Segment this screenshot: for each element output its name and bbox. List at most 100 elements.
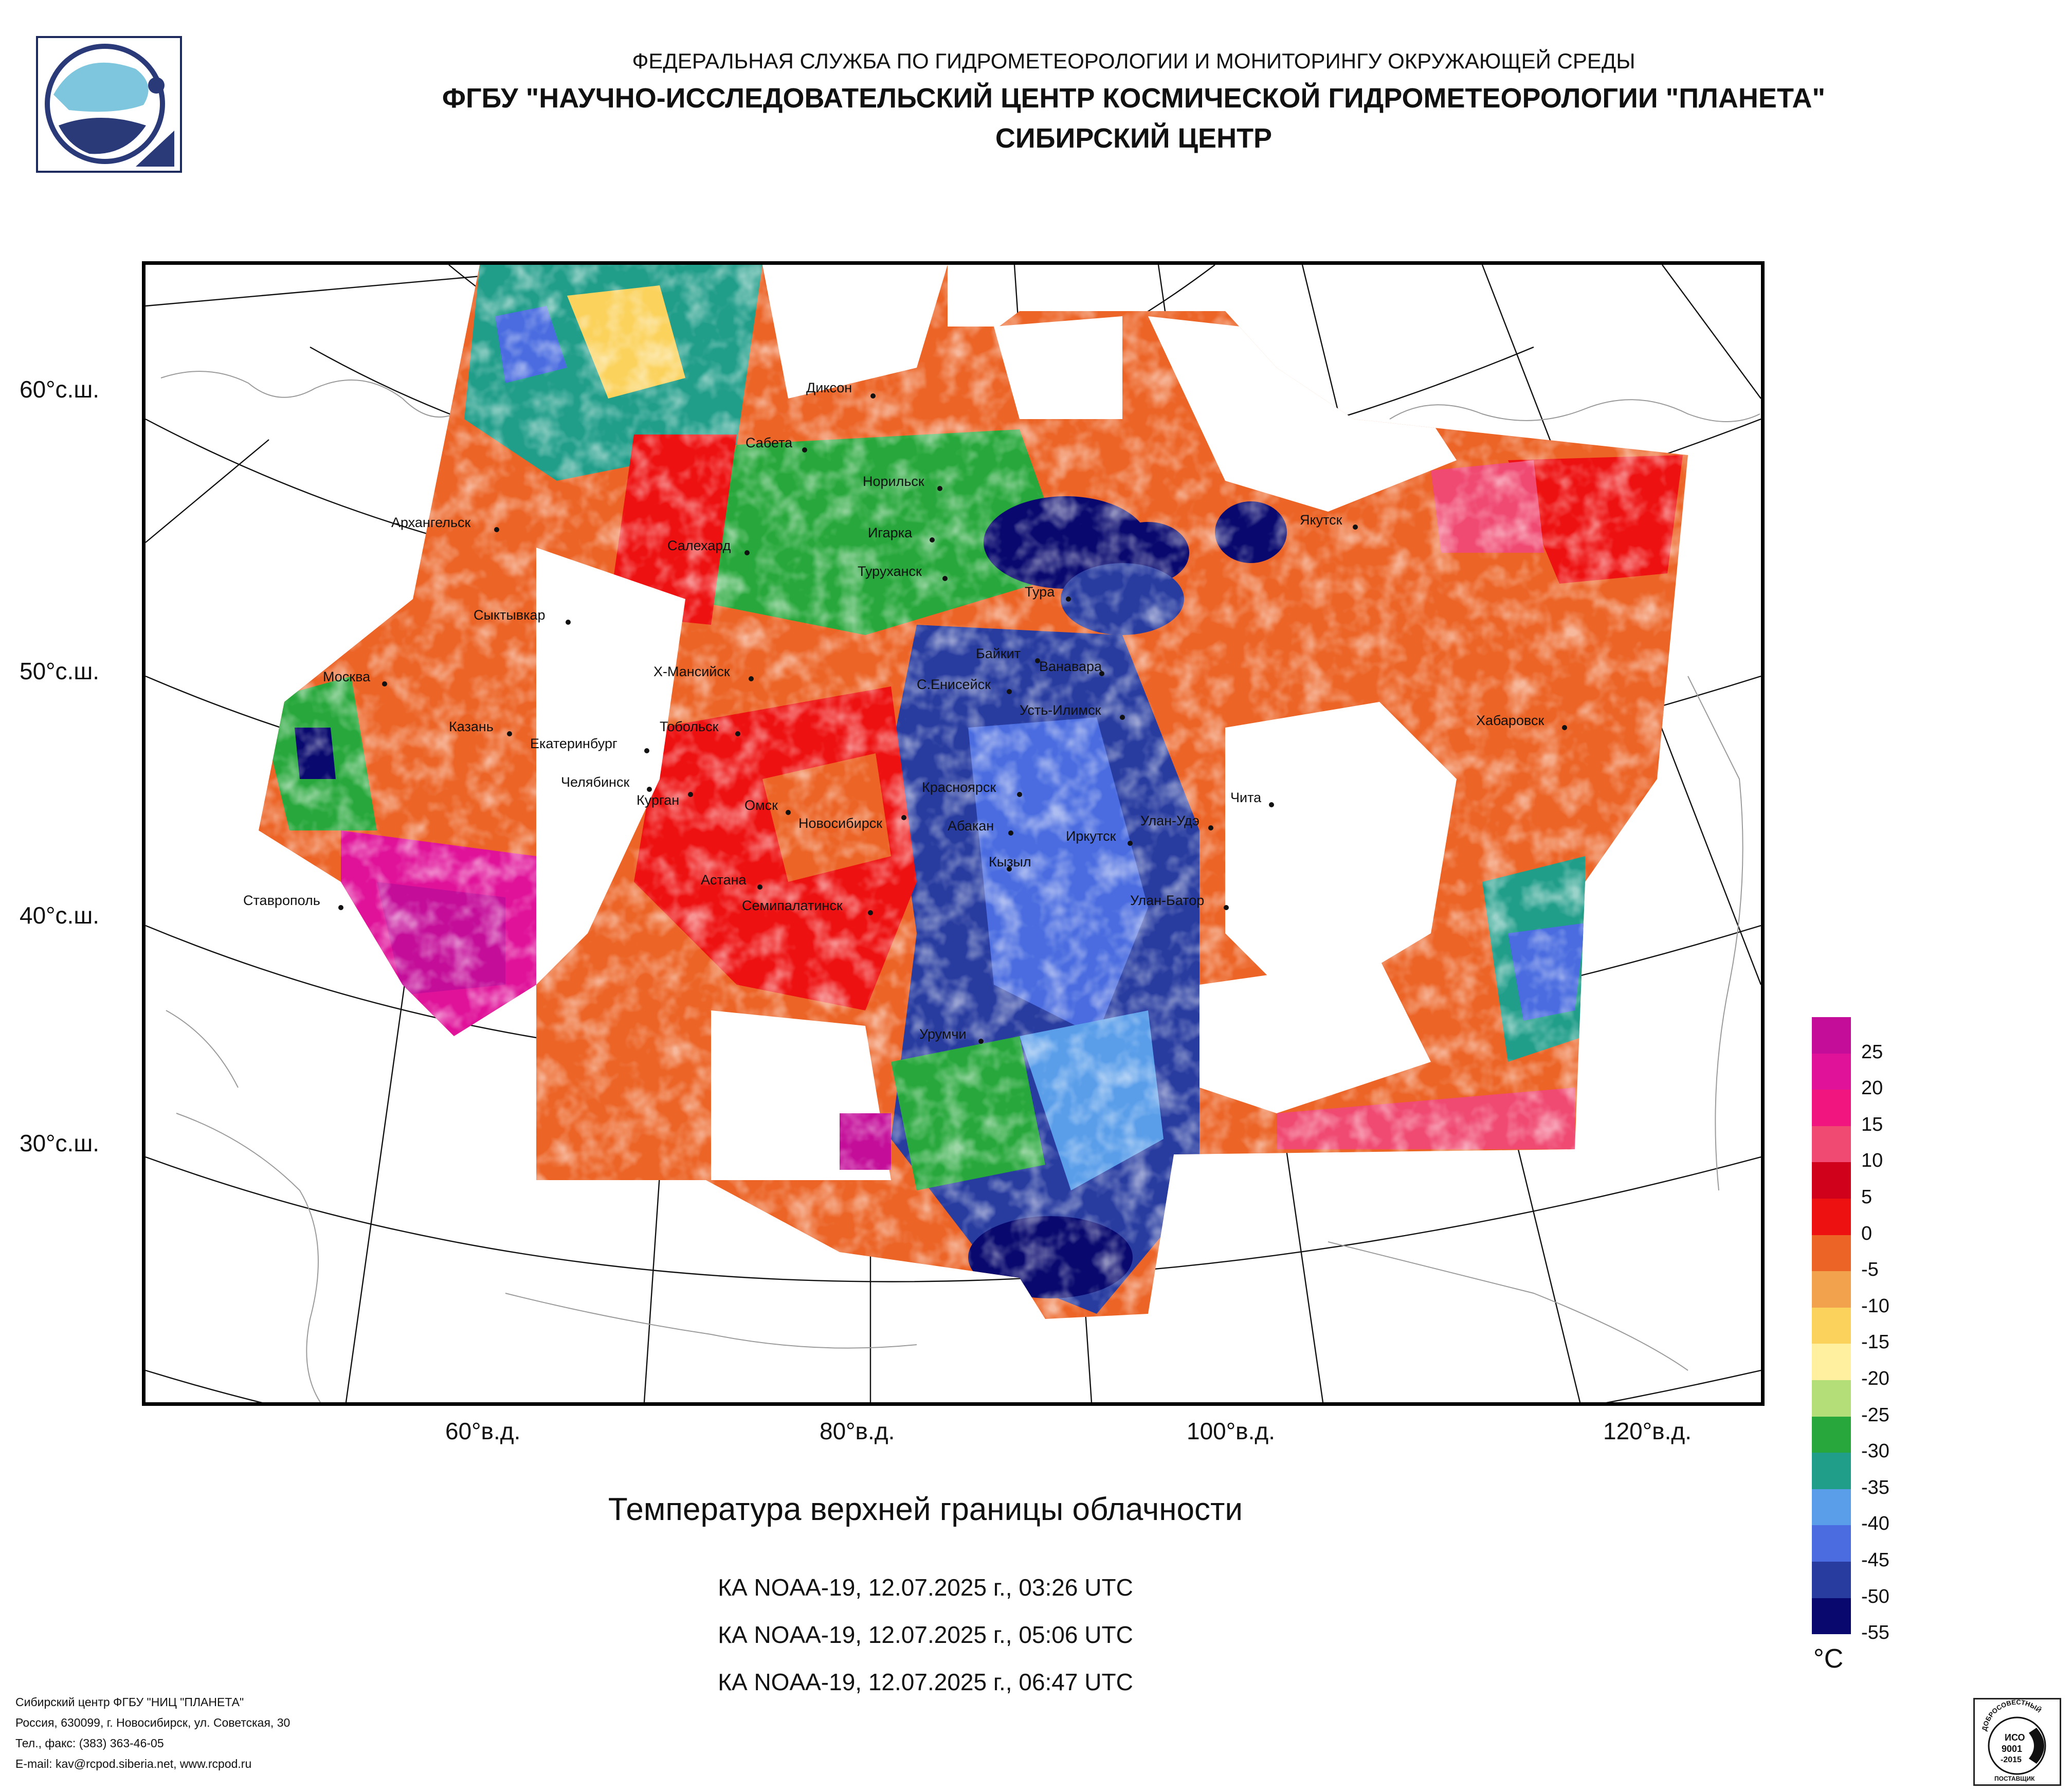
city-chelyabinsk: Челябинск [561,774,629,790]
legend-swatch [1812,1017,1851,1054]
legend-tick: -50 [1861,1585,1889,1607]
legend-unit: °C [1813,1644,1844,1674]
city-khanty-mansiysk: Х-Мансийск [653,664,730,679]
satellite-pass-3: КА NOAA-19, 12.07.2025 г., 06:47 UTC [718,1669,1133,1695]
legend-tick: -25 [1861,1404,1889,1426]
legend-tick: -20 [1861,1368,1889,1389]
city-semipalatinsk: Семипалатинск [742,898,843,913]
city-kazan: Казань [449,719,494,734]
legend-tick: -55 [1861,1622,1889,1644]
cert-iso: ИСО [2005,1732,2025,1743]
footer-line-4: E-mail: kav@rcpod.siberia.net, www.rcpod… [15,1757,252,1770]
legend-swatch [1812,1126,1851,1163]
lat-label-30: 30°с.ш. [20,1130,100,1156]
legend-swatch [1812,1525,1851,1562]
map-canvas: Диксон Сабета Норильск Архангельск Игарк… [146,265,1761,1402]
city-igarka: Игарка [868,525,913,540]
agency-name: ФЕДЕРАЛЬНАЯ СЛУЖБА ПО ГИДРОМЕТЕОРОЛОГИИ … [632,49,1635,73]
cloud-top-temperature-field [259,265,1688,1319]
footer-line-1: Сибирский центр ФГБУ "НИЦ "ПЛАНЕТА" [15,1695,244,1709]
cert-bottom: ПОСТАВЩИК [1994,1775,2035,1782]
legend-swatch [1812,1489,1851,1526]
lon-label-60: 60°в.д. [445,1418,521,1444]
legend-swatch [1812,1416,1851,1453]
lat-label-60: 60°с.ш. [20,376,100,403]
center-name: СИБИРСКИЙ ЦЕНТР [995,123,1273,154]
temperature-legend [1812,1017,1851,1635]
legend-swatch [1812,1307,1851,1344]
city-yekaterinburg: Екатеринбург [530,736,617,751]
city-khabarovsk: Хабаровск [1476,713,1544,728]
lat-label-40: 40°с.ш. [20,902,100,929]
planeta-logo [36,36,182,173]
legend-tick: -30 [1861,1440,1889,1462]
city-norilsk: Норильск [863,474,924,489]
legend-tick: -45 [1861,1549,1889,1571]
cert-9001: 9001 [2002,1744,2022,1754]
city-markers: Диксон Сабета Норильск Архангельск Игарк… [243,380,1567,1044]
city-ulan-bator: Улан-Батор [1130,893,1204,908]
footer-line-3: Тел., факс: (383) 363-46-05 [15,1736,164,1750]
satellite-pass-1: КА NOAA-19, 12.07.2025 г., 03:26 UTC [718,1574,1133,1601]
legend-tick: -15 [1861,1331,1889,1353]
city-syktyvkar: Сыктывкар [474,607,546,623]
legend-swatch [1812,1235,1851,1272]
city-ulan-ude: Улан-Удэ [1140,813,1199,828]
cert-2015: -2015 [2001,1756,2022,1764]
city-stavropol: Ставрополь [243,893,320,908]
legend-swatch [1812,1162,1851,1199]
legend-tick: 0 [1861,1222,1873,1244]
footer-contacts: Сибирский центр ФГБУ "НИЦ "ПЛАНЕТА" Росс… [15,1692,290,1774]
city-irkutsk: Иркутск [1066,828,1116,844]
legend-swatch [1812,1561,1851,1598]
city-omsk: Омск [744,798,778,813]
city-sabeta: Сабета [746,435,793,450]
city-s-yeniseysk: С.Енисейск [917,677,991,692]
legend-tick: -5 [1861,1259,1879,1281]
legend-swatch [1812,1453,1851,1489]
city-astana: Астана [701,872,747,888]
lat-label-50: 50°с.ш. [20,658,100,684]
institute-name: ФГБУ "НАУЧНО-ИССЛЕДОВАТЕЛЬСКИЙ ЦЕНТР КОС… [442,83,1826,114]
legend-tick: 20 [1861,1077,1883,1099]
city-chita: Чита [1230,790,1262,805]
footer-line-2: Россия, 630099, г. Новосибирск, ул. Сове… [15,1716,290,1729]
city-baykit: Байкит [976,646,1021,661]
cloud-top-temperature-map: Диксон Сабета Норильск Архангельск Игарк… [142,261,1765,1406]
legend-swatch [1812,1271,1851,1308]
city-vanavara: Ванавара [1039,659,1102,674]
city-arkhangelsk: Архангельск [391,515,471,530]
legend-swatch [1812,1053,1851,1090]
city-moscow: Москва [323,669,371,684]
legend-tick: -35 [1861,1476,1889,1498]
lon-label-80: 80°в.д. [820,1418,895,1444]
city-tobolsk: Тобольск [660,719,719,734]
legend-tick: 15 [1861,1113,1883,1135]
legend-swatch [1812,1198,1851,1235]
city-kurgan: Курган [637,792,679,808]
city-novosibirsk: Новосибирск [798,816,882,831]
city-dikson: Диксон [806,380,852,395]
lon-label-120: 120°в.д. [1603,1418,1692,1444]
legend-swatch [1812,1380,1851,1417]
svg-text:ДОБРОСОВЕСТНЫЙ: ДОБРОСОВЕСТНЫЙ [1980,1699,2043,1732]
city-urumqi: Урумчи [919,1026,967,1042]
lon-label-100: 100°в.д. [1187,1418,1275,1444]
city-tura: Тура [1025,584,1055,600]
city-salekhard: Салехард [667,538,731,553]
city-krasnoyarsk: Красноярск [922,780,996,795]
legend-tick: 5 [1861,1186,1873,1208]
legend-tick: -10 [1861,1295,1889,1317]
legend-tick: 10 [1861,1150,1883,1172]
legend-swatch [1812,1090,1851,1126]
city-abakan: Абакан [948,818,994,834]
iso-certificate-badge: ДОБРОСОВЕСТНЫЙ ИСО 9001 -2015 ПОСТАВЩИК [1973,1698,2061,1786]
legend-swatch [1812,1344,1851,1380]
city-ust-ilimsk: Усть-Илимск [1020,702,1101,718]
legend-swatch [1812,1598,1851,1635]
map-title: Температура верхней границы облачности [608,1492,1243,1527]
city-kyzyl: Кызыл [989,854,1031,870]
cert-arc-text: ДОБРОСОВЕСТНЫЙ [1980,1698,2043,1731]
city-turukhansk: Туруханск [858,564,922,579]
legend-tick: -40 [1861,1513,1889,1535]
